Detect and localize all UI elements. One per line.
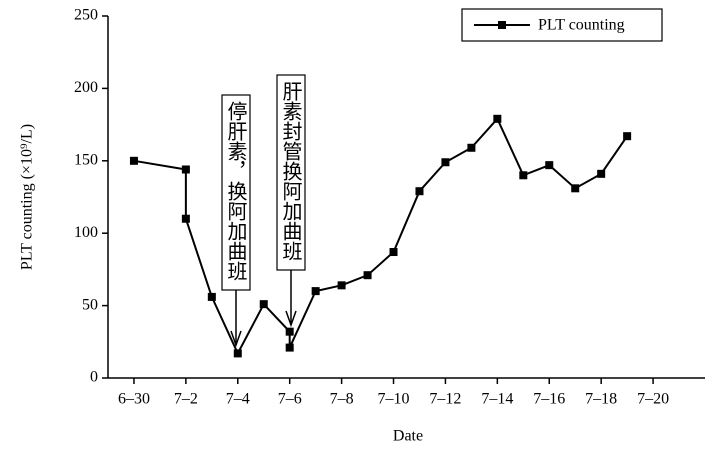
x-tick-label: 7–20 [637, 391, 669, 408]
data-point [415, 187, 424, 196]
x-tick-label: 7–10 [378, 391, 410, 408]
data-point [285, 327, 294, 336]
x-tick-label: 7–8 [330, 391, 354, 408]
x-tick-label: 7–14 [481, 391, 513, 408]
annotation-box [221, 94, 251, 291]
data-point [311, 287, 320, 296]
y-tick-label: 0 [90, 369, 98, 386]
data-point [207, 292, 216, 301]
y-tick-label: 50 [82, 296, 98, 313]
annotation-text: 肝素封管换阿加曲班 [279, 81, 303, 261]
data-point [233, 349, 242, 358]
data-point [545, 161, 554, 170]
y-tick-label: 150 [74, 151, 98, 168]
annotation-arrowhead [285, 310, 297, 328]
legend-label: PLT counting [538, 17, 625, 34]
annotation-box [276, 74, 306, 271]
data-point [623, 132, 632, 141]
data-point [597, 169, 606, 178]
data-point [571, 184, 580, 193]
data-point [519, 171, 528, 180]
data-point [181, 165, 190, 174]
y-axis-label: PLT counting (×10⁹/L) [19, 124, 36, 270]
data-point [441, 158, 450, 167]
data-point [129, 156, 138, 165]
data-point [337, 281, 346, 290]
x-tick-label: 7–4 [226, 391, 250, 408]
data-point [467, 143, 476, 152]
data-point [259, 300, 268, 309]
x-axis-label: Date [393, 428, 423, 445]
data-point [389, 248, 398, 257]
x-tick-label: 6–30 [118, 391, 150, 408]
y-tick-label: 250 [74, 7, 98, 24]
x-tick-label: 7–2 [174, 391, 198, 408]
x-tick-label: 7–6 [278, 391, 302, 408]
x-tick-label: 7–16 [533, 391, 565, 408]
x-tick-label: 7–12 [429, 391, 461, 408]
annotation-text: 停肝素，换阿加曲班 [224, 101, 248, 281]
data-point [285, 343, 294, 352]
legend-marker [498, 21, 506, 29]
data-point [181, 214, 190, 223]
x-tick-label: 7–18 [585, 391, 617, 408]
annotation-arrowhead [230, 330, 242, 348]
y-tick-label: 200 [74, 79, 98, 96]
data-point [493, 114, 502, 123]
y-tick-label: 100 [74, 224, 98, 241]
data-point [363, 271, 372, 280]
